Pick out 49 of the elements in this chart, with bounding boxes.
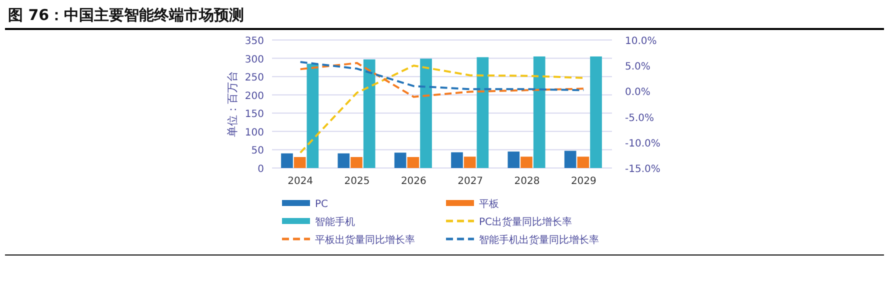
bar: [350, 157, 362, 168]
y-tick-label: 350: [244, 36, 264, 47]
bar: [394, 152, 406, 168]
x-tick-label: 2027: [458, 176, 484, 187]
y-tick-label: 100: [244, 127, 264, 138]
bar: [533, 56, 546, 168]
bar: [520, 156, 532, 168]
y-axis-title: 单位：百万台: [226, 71, 239, 137]
y2-tick-label: -15.0%: [625, 164, 660, 175]
bar: [476, 57, 489, 168]
y2-tick-label: 10.0%: [625, 36, 657, 47]
bar: [294, 157, 306, 168]
x-tick-label: 2026: [400, 176, 426, 187]
legend-label: 平板: [479, 198, 499, 210]
y2-tick-label: 5.0%: [625, 62, 650, 73]
bar: [590, 56, 602, 168]
bar: [338, 153, 350, 168]
y2-tick-label: 0.0%: [625, 87, 650, 98]
bar: [363, 59, 376, 168]
bar: [464, 156, 476, 168]
bar: [577, 156, 590, 168]
legend-label: 智能手机出货量同比增长率: [479, 234, 599, 246]
bar: [564, 150, 576, 168]
y2-tick-label: -10.0%: [625, 138, 660, 150]
bar: [407, 157, 420, 168]
y-tick-label: 0: [258, 164, 264, 175]
x-tick-label: 2025: [344, 176, 370, 187]
y-tick-label: 200: [244, 90, 264, 102]
y-tick-label: 50: [251, 146, 264, 157]
bar: [281, 153, 293, 168]
line-series: [299, 64, 585, 154]
x-tick-label: 2024: [288, 176, 314, 187]
bar: [420, 58, 432, 168]
y-tick-label: 250: [244, 72, 264, 84]
legend-label: 智能手机: [315, 216, 355, 228]
y-tick-label: 150: [244, 109, 264, 120]
text: 图 76：中国主要智能终端市场预测: [8, 6, 244, 24]
line-series: [299, 61, 585, 92]
bar: [306, 64, 319, 168]
line-series: [299, 62, 585, 98]
x-tick-label: 2028: [514, 176, 540, 187]
legend-label: PC出货量同比增长率: [479, 216, 572, 228]
legend-label: 平板出货量同比增长率: [315, 234, 415, 246]
bar: [451, 152, 463, 168]
legend-label: PC: [315, 199, 328, 210]
bar: [508, 152, 520, 168]
x-tick-label: 2029: [570, 176, 596, 187]
y2-tick-label: -5.0%: [625, 112, 654, 124]
y-tick-label: 300: [244, 54, 264, 66]
